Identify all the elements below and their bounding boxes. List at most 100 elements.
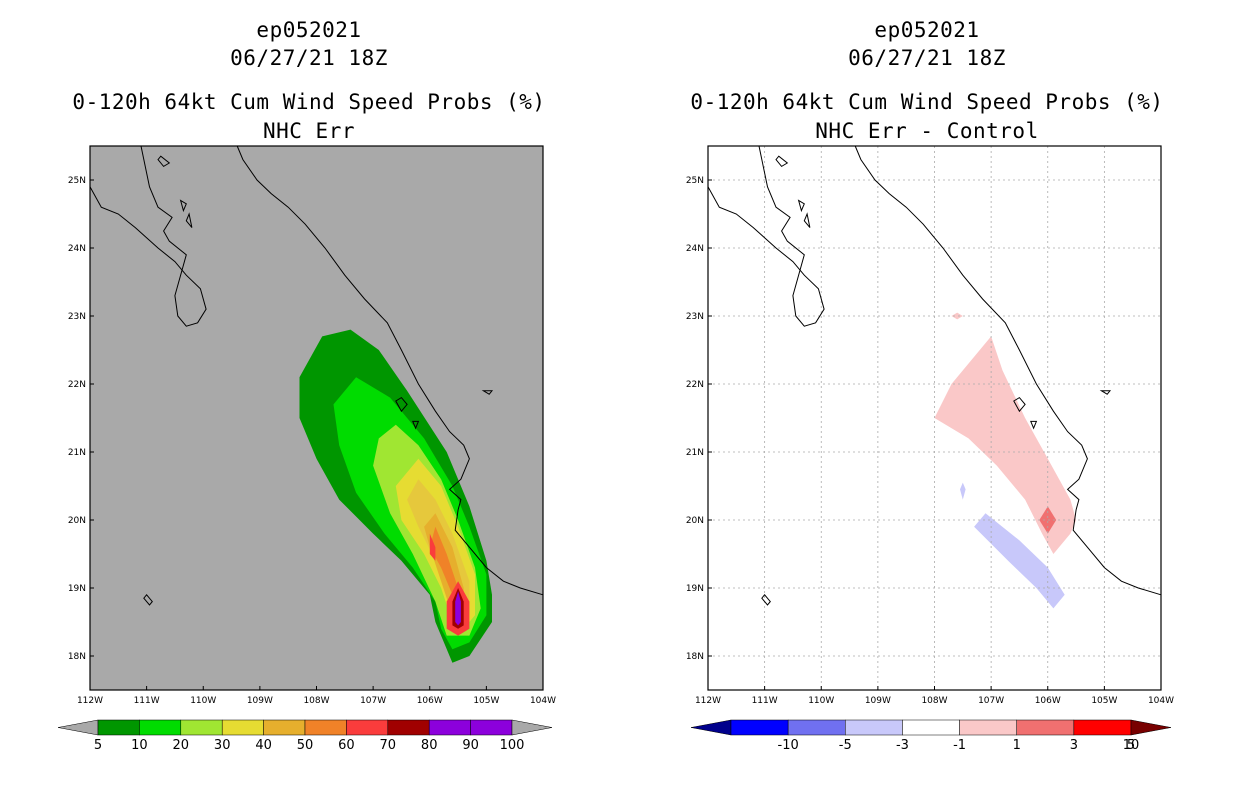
right-lat-label: 20N	[686, 516, 704, 526]
right-lat-label: 22N	[686, 380, 704, 390]
right-map: 112W 111W 110W 109W 108W 107W 106W 105W 104W 18N 1…	[686, 145, 1174, 753]
left-colorbar-label: 20	[173, 738, 190, 753]
right-colorbar-segment	[902, 719, 960, 736]
left-island	[143, 594, 153, 606]
left-colorbar-segment	[263, 719, 306, 736]
right-lon-label: 110W	[808, 696, 834, 706]
right-island	[775, 155, 789, 168]
right-island	[1013, 396, 1026, 413]
right-title: 0-120h 64kt Cum Wind Speed Probs (%)	[690, 90, 1164, 114]
right-lat-label: 21N	[686, 448, 704, 458]
right-colorbar-under	[690, 719, 732, 736]
right-lat-label: 18N	[686, 652, 704, 662]
left-title: 0-120h 64kt Cum Wind Speed Probs (%)	[72, 90, 546, 114]
right-lon-label: 106W	[1035, 696, 1061, 706]
left-mainland-coastline	[236, 145, 544, 596]
left-colorbar-label: 10	[131, 738, 148, 753]
right-colorbar-segment	[845, 719, 903, 736]
left-colorbar-segment	[428, 719, 471, 736]
left-contour-60-70	[429, 526, 459, 609]
left-colorbar-segment	[470, 719, 513, 736]
right-lon-label: 108W	[921, 696, 947, 706]
left-colorbar-label: 100	[500, 738, 525, 753]
right-contour--3--1	[974, 513, 1065, 609]
left-colorbar-label: 90	[462, 738, 479, 753]
left-colorbar-label: 80	[421, 738, 438, 753]
right-colorbar-segment	[787, 719, 846, 736]
left-lon-label: 111W	[134, 696, 160, 706]
left-storm-id: ep052021	[256, 18, 362, 42]
right-lon-label: 109W	[865, 696, 891, 706]
left-lon-label: 104W	[530, 696, 556, 706]
left-colorbar-segment	[221, 719, 264, 736]
left-lat-label: 23N	[68, 312, 86, 322]
left-lat-label: 24N	[68, 244, 86, 254]
left-lon-label: 108W	[303, 696, 329, 706]
left-lat-label: 20N	[68, 516, 86, 526]
right-island	[797, 199, 805, 213]
left-colorbar-segment	[139, 719, 182, 736]
left-island	[481, 390, 494, 395]
right-lat-label: 24N	[686, 244, 704, 254]
right-lon-label: 112W	[695, 696, 721, 706]
left-contour-90-100	[455, 591, 461, 626]
left-island	[412, 420, 420, 430]
left-lat-label: 18N	[68, 652, 86, 662]
right-island	[803, 212, 811, 228]
left-lat-label: 25N	[68, 176, 86, 186]
right-panel: ep052021 06/27/21 18Z 0-120h 64kt Cum Wi…	[618, 0, 1236, 800]
left-colorbar-under	[57, 719, 99, 736]
left-colorbar-segment	[180, 719, 223, 736]
left-lon-label: 107W	[360, 696, 386, 706]
right-contour-3-5	[1039, 506, 1057, 534]
right-colorbar-label: 3	[1070, 738, 1078, 753]
left-lat-label: 22N	[68, 380, 86, 390]
right-colorbar-segment	[1073, 719, 1132, 736]
left-lat-label: 19N	[68, 584, 86, 594]
right-contour--3--1b	[960, 482, 966, 500]
left-lon-label: 109W	[247, 696, 273, 706]
left-colorbar-label: 70	[380, 738, 397, 753]
right-colorbar-label: 10	[1123, 738, 1140, 753]
right-island	[761, 594, 771, 606]
left-colorbar-segment	[387, 719, 430, 736]
right-colorbar-over	[1130, 719, 1172, 736]
left-colorbar-label: 50	[297, 738, 314, 753]
left-colorbar-label: 30	[214, 738, 231, 753]
right-storm-id: ep052021	[874, 18, 980, 42]
right-colorbar-label: 1	[1013, 738, 1021, 753]
right-lon-label: 107W	[978, 696, 1004, 706]
left-contour-70-80	[429, 533, 436, 561]
left-lat-label: 21N	[68, 448, 86, 458]
left-colorbar-segment	[304, 719, 347, 736]
right-baja-coastline	[707, 145, 825, 327]
left-island	[395, 396, 408, 413]
right-colorbar-segment	[730, 719, 789, 736]
right-subtitle: NHC Err - Control	[815, 119, 1039, 143]
left-lon-label: 105W	[473, 696, 499, 706]
right-lat-label: 23N	[686, 312, 704, 322]
right-lon-label: 104W	[1148, 696, 1174, 706]
right-colorbar-label: -5	[839, 738, 852, 753]
right-colorbar-label: -1	[953, 738, 966, 753]
left-island	[157, 155, 171, 168]
left-island	[185, 212, 193, 228]
right-lon-label: 111W	[752, 696, 778, 706]
right-colorbar-label: 5	[1127, 738, 1135, 753]
left-panel: ep052021 06/27/21 18Z 0-120h 64kt Cum Wi…	[57, 18, 556, 753]
left-colorbar-segment	[346, 719, 389, 736]
left-datetime: 06/27/21 18Z	[230, 46, 388, 70]
right-mainland-coastline	[854, 145, 1162, 596]
right-contour-1-3	[934, 336, 1077, 554]
left-colorbar-label: 40	[255, 738, 272, 753]
right-lat-label: 25N	[686, 176, 704, 186]
left-island	[179, 199, 187, 213]
right-colorbar-label: -3	[896, 738, 909, 753]
left-colorbar-over	[511, 719, 553, 736]
left-baja-coastline	[89, 145, 207, 327]
right-colorbar-segment	[959, 719, 1017, 736]
left-colorbar-segment	[97, 719, 140, 736]
left-colorbar-label: 60	[338, 738, 355, 753]
left-lon-label: 112W	[77, 696, 103, 706]
left-subtitle: NHC Err	[262, 119, 355, 143]
